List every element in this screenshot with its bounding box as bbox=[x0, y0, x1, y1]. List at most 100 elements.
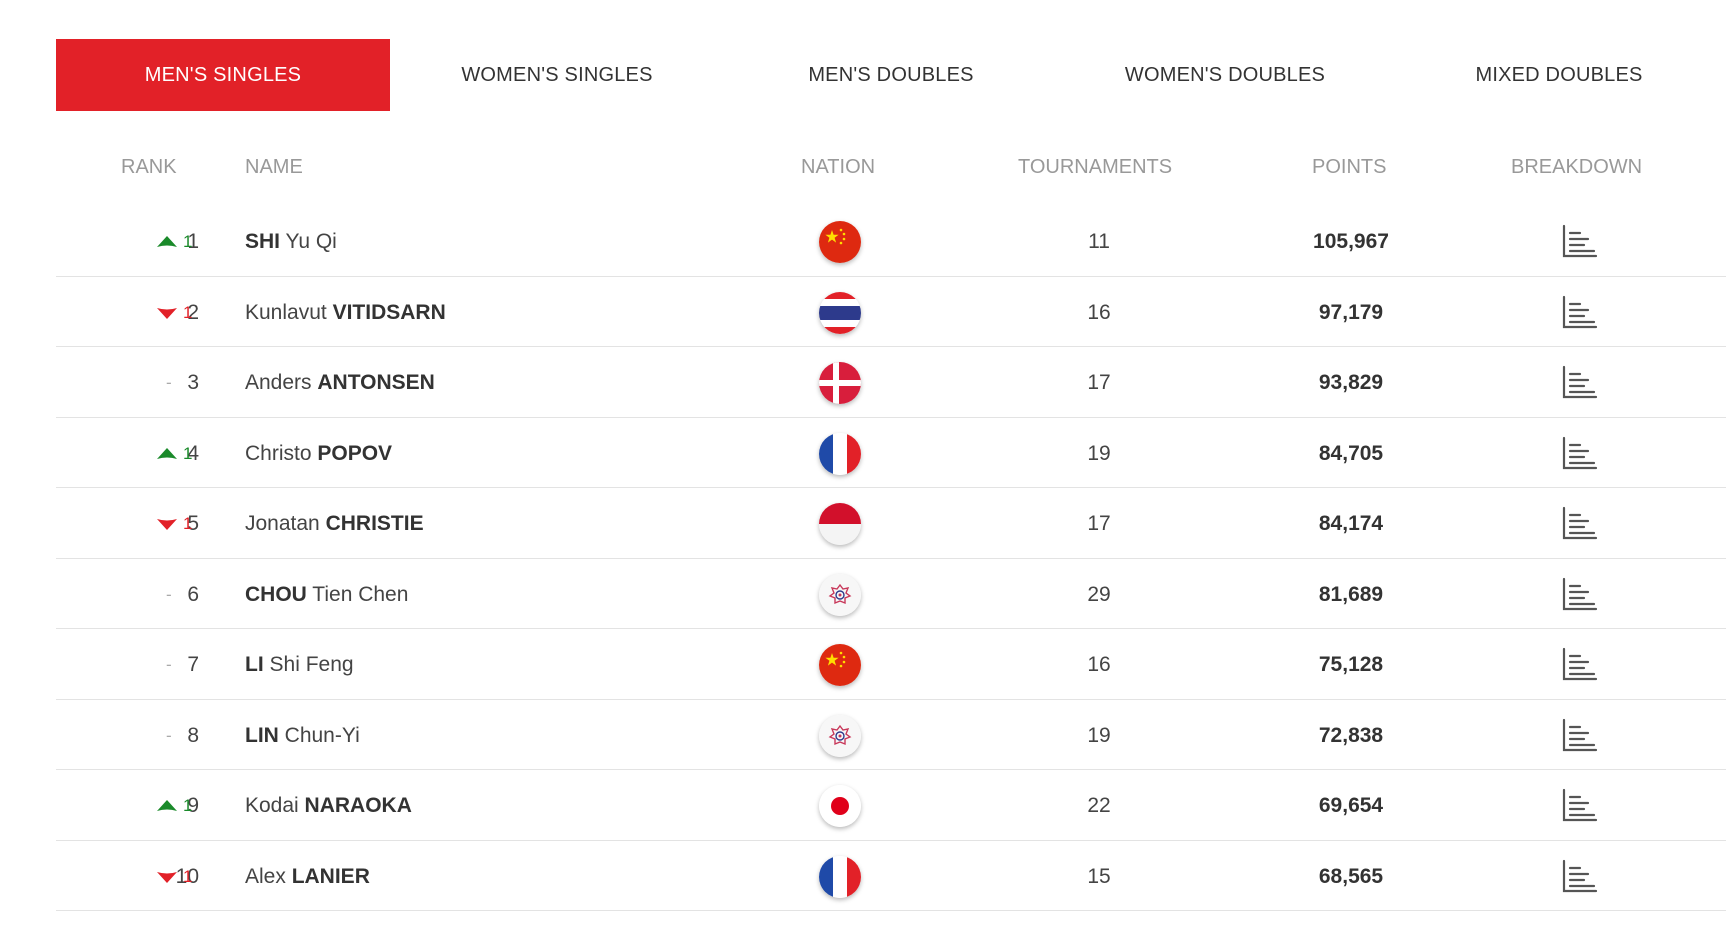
tab-womens-doubles[interactable]: WOMEN'S DOUBLES bbox=[1124, 63, 1326, 86]
player-name-link[interactable]: LIN Chun-Yi bbox=[245, 724, 360, 748]
player-name-link[interactable]: Kunlavut VITIDSARN bbox=[245, 301, 446, 325]
rank-change: - bbox=[166, 584, 172, 606]
flag-denmark-icon bbox=[819, 362, 861, 404]
flag-france-icon bbox=[819, 432, 861, 475]
arrow-up-icon bbox=[156, 235, 183, 249]
table-row: 5 1 Jonatan CHRISTIE 17 84,174 bbox=[56, 488, 1726, 559]
arrow-down-icon bbox=[156, 870, 183, 884]
tab-mens-doubles[interactable]: MEN'S DOUBLES bbox=[808, 63, 974, 86]
tournaments-count: 16 bbox=[1087, 300, 1111, 324]
arrow-up-icon bbox=[156, 799, 183, 813]
rank-number: 4 bbox=[187, 441, 199, 465]
table-row: 7- LI Shi Feng 16 75,128 bbox=[56, 629, 1726, 700]
rank-number: 8 bbox=[187, 723, 199, 747]
player-surname: LANIER bbox=[291, 864, 370, 888]
points-value: 84,174 bbox=[1318, 512, 1384, 535]
tab-mixed-doubles[interactable]: MIXED DOUBLES bbox=[1475, 63, 1643, 86]
rank-number: 6 bbox=[187, 582, 199, 606]
points-value: 72,838 bbox=[1318, 723, 1384, 747]
rank-change: - bbox=[166, 372, 172, 394]
player-surname: CHOU bbox=[245, 582, 307, 606]
arrow-down-icon bbox=[156, 306, 183, 320]
table-row: 8- LIN Chun-Yi 19 72,838 bbox=[56, 700, 1726, 770]
player-name-link[interactable]: Kodai NARAOKA bbox=[245, 794, 412, 818]
table-row: 2 1 Kunlavut VITIDSARN 16 97,179 bbox=[56, 277, 1726, 347]
rank-number: 3 bbox=[187, 371, 199, 394]
rank-change-value: 1 bbox=[183, 866, 193, 886]
rank-change: - bbox=[166, 725, 172, 747]
player-name-link[interactable]: Jonatan CHRISTIE bbox=[245, 512, 424, 536]
player-surname: SHI bbox=[245, 230, 281, 253]
rank-change-value: 1 bbox=[183, 514, 193, 533]
player-surname: POPOV bbox=[317, 441, 393, 465]
player-first-name: Kunlavut bbox=[245, 300, 333, 324]
table-row: 1 1 SHI Yu Qi 11 105,967 bbox=[56, 206, 1726, 277]
breakdown-chart-icon[interactable] bbox=[1562, 295, 1598, 329]
flag-chinese-taipei-icon bbox=[819, 573, 861, 616]
breakdown-chart-icon[interactable] bbox=[1562, 788, 1598, 822]
rankings-table: 1 1 SHI Yu Qi 11 105,967 2 1 Kunlavut VITIDSARN… bbox=[56, 206, 1726, 911]
column-header-breakdown: BREAKDOWN bbox=[1511, 156, 1643, 178]
player-name-link[interactable]: Alex LANIER bbox=[245, 865, 370, 889]
points-value: 84,705 bbox=[1318, 441, 1384, 465]
flag-japan-icon bbox=[819, 785, 861, 827]
player-surname: CHRISTIE bbox=[325, 512, 424, 535]
column-header-tournaments[interactable]: TOURNAMENTS bbox=[1018, 156, 1173, 178]
player-name-link[interactable]: Christo POPOV bbox=[245, 442, 392, 466]
tournaments-count: 29 bbox=[1087, 582, 1111, 606]
rank-number: 1 bbox=[187, 230, 199, 253]
player-first-name: Christo bbox=[245, 441, 318, 465]
player-first-name: Kodai bbox=[245, 794, 305, 817]
tournaments-count: 15 bbox=[1087, 864, 1111, 888]
player-name-link[interactable]: SHI Yu Qi bbox=[245, 230, 337, 254]
flag-chinese-taipei-icon bbox=[819, 714, 861, 757]
player-surname: VITIDSARN bbox=[332, 300, 446, 324]
player-given-name: Shi Feng bbox=[263, 653, 354, 676]
player-surname: NARAOKA bbox=[304, 794, 412, 817]
breakdown-chart-icon[interactable] bbox=[1562, 718, 1598, 752]
flag-china-icon bbox=[819, 644, 861, 686]
rank-change: 1 bbox=[156, 443, 192, 465]
rank-change-value: 1 bbox=[183, 796, 193, 815]
breakdown-chart-icon[interactable] bbox=[1562, 506, 1598, 540]
player-surname: LI bbox=[245, 653, 264, 676]
breakdown-chart-icon[interactable] bbox=[1562, 647, 1598, 681]
breakdown-chart-icon[interactable] bbox=[1562, 436, 1598, 470]
rank-number: 10 bbox=[175, 864, 199, 888]
breakdown-chart-icon[interactable] bbox=[1562, 859, 1598, 893]
breakdown-chart-icon[interactable] bbox=[1562, 224, 1598, 258]
player-first-name: Anders bbox=[245, 371, 318, 394]
flag-china-icon bbox=[819, 221, 861, 263]
tournaments-count: 17 bbox=[1087, 371, 1111, 394]
breakdown-chart-icon[interactable] bbox=[1562, 365, 1598, 399]
tab-mens-singles[interactable]: MEN'S SINGLES bbox=[56, 39, 390, 111]
flag-indonesia-icon bbox=[819, 503, 861, 545]
rank-change-value: - bbox=[166, 584, 172, 604]
table-header: RANK NAME NATION TOURNAMENTS POINTS BREA… bbox=[56, 148, 1726, 188]
player-first-name: Jonatan bbox=[245, 512, 326, 535]
column-header-name[interactable]: NAME bbox=[245, 156, 303, 178]
tournaments-count: 19 bbox=[1087, 441, 1111, 465]
player-given-name: Yu Qi bbox=[280, 230, 337, 253]
player-surname: ANTONSEN bbox=[317, 371, 435, 394]
discipline-tabs: MEN'S SINGLES WOMEN'S SINGLES MEN'S DOUBLE… bbox=[56, 39, 1726, 111]
tab-womens-singles[interactable]: WOMEN'S SINGLES bbox=[461, 63, 653, 86]
table-row: 9 1 Kodai NARAOKA 22 69,654 bbox=[56, 770, 1726, 841]
table-row: 3- Anders ANTONSEN 17 93,829 bbox=[56, 347, 1726, 418]
points-value: 81,689 bbox=[1318, 582, 1384, 606]
rank-change: 1 bbox=[156, 231, 192, 253]
rank-number: 5 bbox=[187, 512, 199, 535]
player-name-link[interactable]: CHOU Tien Chen bbox=[245, 583, 408, 607]
table-row: 10 1 Alex LANIER 15 68,565 bbox=[56, 841, 1726, 911]
column-header-rank[interactable]: RANK bbox=[121, 156, 177, 178]
player-given-name: Chun-Yi bbox=[278, 723, 360, 747]
column-header-points[interactable]: POINTS bbox=[1312, 156, 1387, 178]
rank-change: 1 bbox=[156, 866, 192, 888]
breakdown-chart-icon[interactable] bbox=[1562, 577, 1598, 611]
player-name-link[interactable]: Anders ANTONSEN bbox=[245, 371, 435, 395]
player-name-link[interactable]: LI Shi Feng bbox=[245, 653, 354, 677]
flag-thailand-icon bbox=[819, 291, 861, 334]
column-header-nation: NATION bbox=[801, 156, 876, 178]
rank-change: 1 bbox=[156, 513, 192, 535]
table-row: 6- CHOU Tien Chen 29 81,689 bbox=[56, 559, 1726, 629]
